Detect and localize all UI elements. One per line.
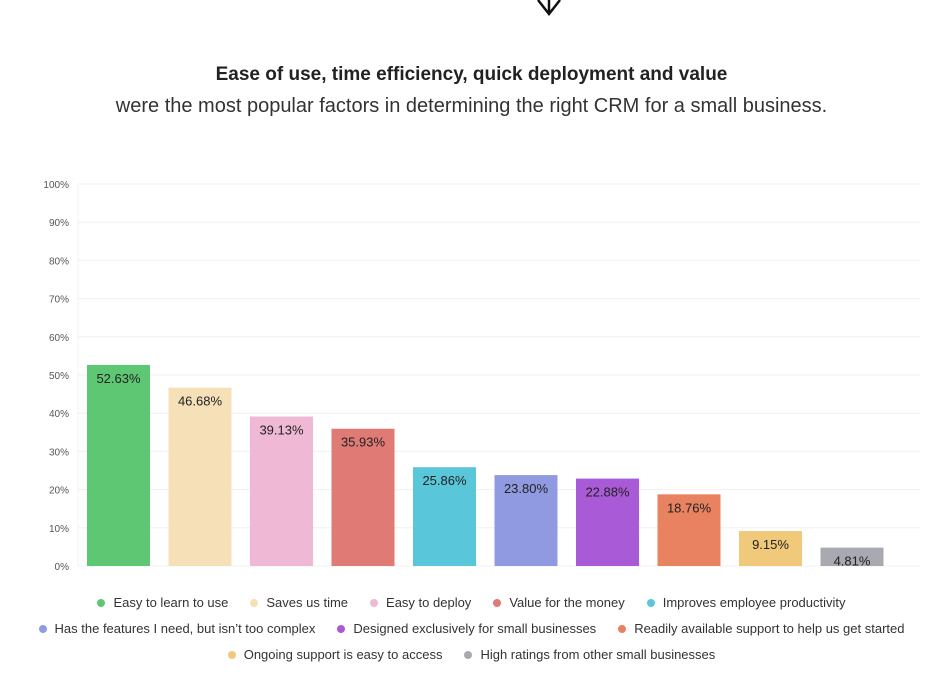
bar <box>87 364 150 566</box>
data-label: 22.88% <box>585 485 630 500</box>
y-tick-label: 70% <box>49 295 69 306</box>
legend-dot-icon <box>370 598 379 607</box>
y-tick-label: 40% <box>49 409 69 420</box>
chart-title: Ease of use, time efficiency, quick depl… <box>215 64 728 85</box>
bar <box>413 467 476 566</box>
legend-item[interactable]: Easy to deploy <box>370 595 471 610</box>
data-label: 35.93% <box>341 435 386 450</box>
data-label: 39.13% <box>259 423 304 438</box>
legend-label: Easy to deploy <box>386 595 472 610</box>
legend-item[interactable]: Saves us time <box>250 595 348 610</box>
legend-item[interactable]: Designed exclusively for small businesse… <box>337 621 596 636</box>
legend-label: Readily available support to help us get… <box>634 621 905 636</box>
legend-dot-icon <box>646 598 655 607</box>
data-label: 4.81% <box>834 554 871 569</box>
legend-row: Ongoing support is easy to access High ra… <box>0 647 943 662</box>
y-tick-label: 100% <box>43 180 69 191</box>
y-tick-label: 30% <box>49 447 69 458</box>
legend-item[interactable]: Easy to learn to use <box>97 595 228 610</box>
y-tick-label: 10% <box>49 524 69 535</box>
data-label: 52.63% <box>96 371 141 386</box>
legend-dot-icon <box>618 624 627 633</box>
y-tick-label: 90% <box>49 218 69 229</box>
legend-item[interactable]: Ongoing support is easy to access <box>227 647 443 662</box>
legend-label: Value for the money <box>509 595 625 610</box>
legend-dot-icon <box>250 598 259 607</box>
bar <box>820 547 884 566</box>
bar <box>739 531 802 566</box>
bar <box>250 416 313 566</box>
y-tick-label: 20% <box>49 486 69 497</box>
legend-dot-icon <box>464 650 473 659</box>
data-label: 9.15% <box>752 537 789 552</box>
legend-item[interactable]: Has the features I need, but isn’t too c… <box>38 621 316 636</box>
legend-dot-icon <box>97 598 106 607</box>
y-tick-label: 0% <box>55 562 70 573</box>
bar <box>494 475 558 566</box>
bar <box>168 387 232 566</box>
bar <box>331 428 395 566</box>
legend-label: Ongoing support is easy to access <box>243 647 443 662</box>
legend-label: Has the features I need, but isn’t too c… <box>54 621 316 636</box>
legend-item[interactable]: High ratings from other small businesses <box>464 647 715 662</box>
legend-row: Easy to learn to use Saves us time Easy to… <box>0 595 943 610</box>
legend-dot-icon <box>38 624 47 633</box>
data-label: 18.76% <box>667 500 712 515</box>
legend-item[interactable]: Improves employee productivity <box>646 595 846 610</box>
chart-subtitle: were the most popular factors in determi… <box>115 95 828 117</box>
legend-dot-icon <box>493 598 502 607</box>
data-label: 46.68% <box>178 394 223 409</box>
legend-label: High ratings from other small businesses <box>480 647 716 662</box>
down-arrow-icon <box>537 0 561 17</box>
y-tick-label: 60% <box>49 333 69 344</box>
legend-dot-icon <box>227 650 236 659</box>
legend-dot-icon <box>337 624 346 633</box>
data-label: 23.80% <box>504 481 549 496</box>
bar <box>576 478 639 566</box>
bar <box>657 494 721 566</box>
legend-label: Improves employee productivity <box>662 595 846 610</box>
legend-item[interactable]: Readily available support to help us get… <box>618 621 904 636</box>
legend-item[interactable]: Value for the money <box>493 595 625 610</box>
legend-row: Has the features I need, but isn’t too c… <box>0 621 943 636</box>
legend-label: Saves us time <box>266 595 349 610</box>
legend-label: Easy to learn to use <box>113 595 229 610</box>
legend-label: Designed exclusively for small businesse… <box>353 621 597 636</box>
data-label: 25.86% <box>422 473 467 488</box>
y-tick-label: 50% <box>49 371 69 382</box>
y-tick-label: 80% <box>49 256 69 267</box>
